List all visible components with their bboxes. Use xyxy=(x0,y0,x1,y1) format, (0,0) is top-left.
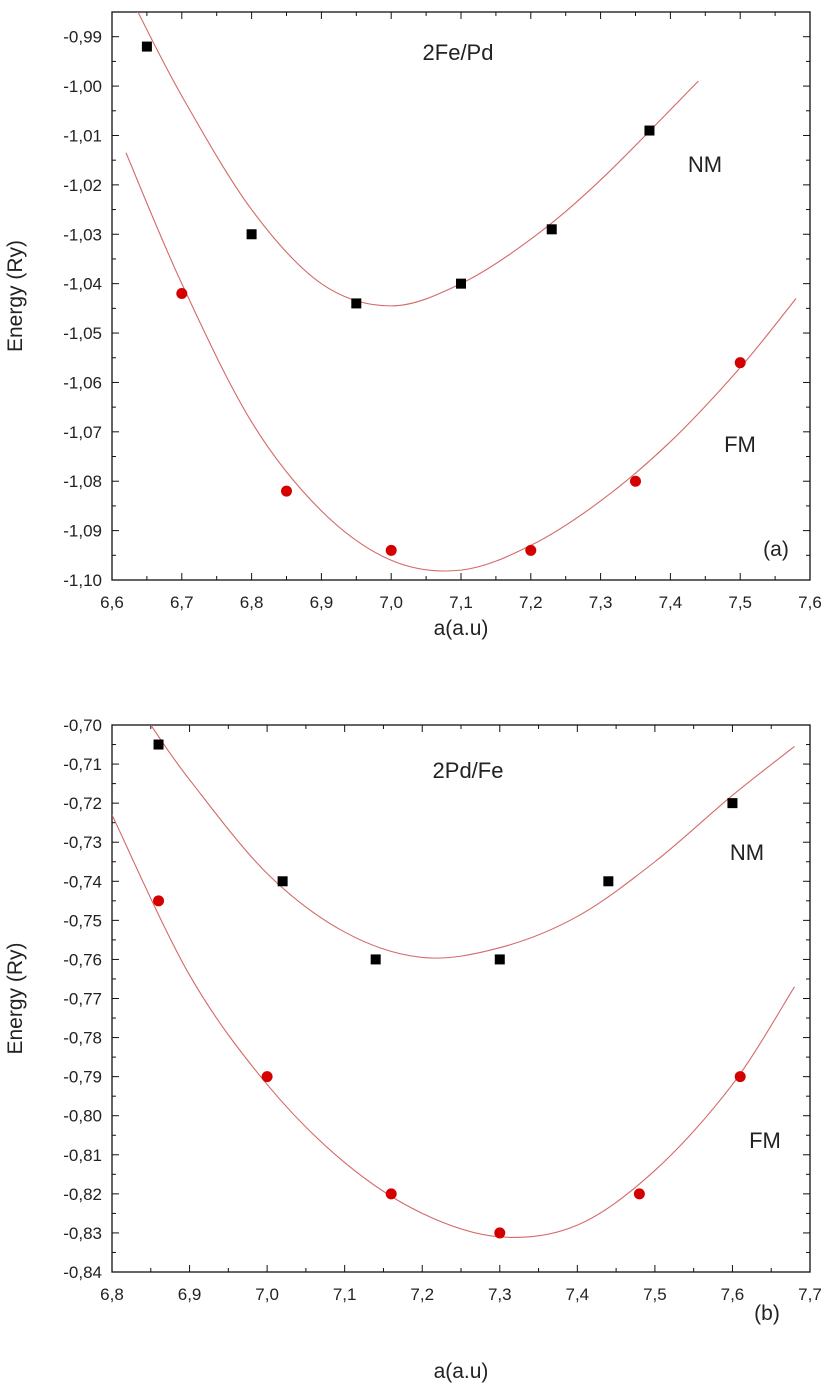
series-label-nm: NM xyxy=(730,840,764,865)
x-tick-label: 7,0 xyxy=(255,1285,279,1304)
data-point-fm xyxy=(734,1071,746,1083)
x-tick-label: 7,6 xyxy=(798,593,822,612)
x-tick-label: 7,5 xyxy=(643,1285,667,1304)
plot-frame xyxy=(111,724,811,1273)
y-axis-label: Energy (Ry) xyxy=(4,240,27,352)
x-tick-label: 7,2 xyxy=(410,1285,434,1304)
chart-panel-a: 6,6 6,7 6,8 6,9 7,0 7,1 7,2 7,3 7,4 7,5 7,6 -0,99 -1… xyxy=(4,11,822,640)
y-tick-label: -1,09 xyxy=(63,522,102,541)
y-tick-label: -0,74 xyxy=(63,872,102,891)
series-label-nm: NM xyxy=(688,152,722,177)
y-tick-label: -1,04 xyxy=(63,275,102,294)
data-point-nm xyxy=(546,224,557,235)
data-point-nm xyxy=(727,798,738,809)
x-tick-label: 7,3 xyxy=(589,593,613,612)
data-point-nm xyxy=(153,739,164,750)
series-label-fm: FM xyxy=(724,432,756,457)
data-point-nm xyxy=(141,41,152,52)
x-tick-label: 6,9 xyxy=(178,1285,202,1304)
x-tick-label: 6,8 xyxy=(100,1285,124,1304)
y-tick-label: -1,02 xyxy=(63,176,102,195)
fit-curve-fm xyxy=(125,152,797,572)
data-point-fm xyxy=(494,1227,506,1239)
plot-frame xyxy=(111,11,811,581)
y-tick-label: -0,80 xyxy=(63,1107,102,1126)
y-axis-label: Energy (Ry) xyxy=(4,942,27,1054)
chart-panel-b: 6,8 6,9 7,0 7,1 7,2 7,3 7,4 7,5 7,6 7,7 -0,70 -0,71… xyxy=(4,716,822,1383)
x-axis-label: a(a.u) xyxy=(434,617,489,640)
y-tick-label: -0,99 xyxy=(63,28,102,47)
x-tick-label: 7,5 xyxy=(728,593,752,612)
x-tick-label: 7,4 xyxy=(659,593,683,612)
panel-label: (b) xyxy=(754,1302,780,1325)
fit-curve-fm xyxy=(112,814,795,1238)
x-tick-label: 7,1 xyxy=(333,1285,357,1304)
data-point-fm xyxy=(385,544,397,556)
data-point-nm xyxy=(277,876,288,887)
y-tick-label: -0,76 xyxy=(63,950,102,969)
y-tick-label: -0,78 xyxy=(63,1029,102,1048)
y-tick-label: -1,10 xyxy=(63,571,102,590)
data-point-fm xyxy=(281,485,292,497)
data-point-nm xyxy=(370,954,381,965)
y-tick-label: -0,82 xyxy=(63,1185,102,1204)
y-tick-label: -0,72 xyxy=(63,794,102,813)
y-tick-label: -1,05 xyxy=(63,324,102,343)
fit-curve-nm xyxy=(150,725,795,959)
y-tick-label: -0,77 xyxy=(63,990,102,1009)
y-tick-label: -0,75 xyxy=(63,911,102,930)
x-tick-label: 7,4 xyxy=(566,1285,590,1304)
y-tick-label: -0,81 xyxy=(63,1146,102,1165)
y-tick-label: -1,08 xyxy=(63,472,102,491)
y-tick-label: -0,79 xyxy=(63,1068,102,1087)
y-tick-label: -1,06 xyxy=(63,373,102,392)
data-point-fm xyxy=(633,1188,645,1200)
x-tick-label: 7,3 xyxy=(488,1285,512,1304)
data-point-nm xyxy=(351,298,362,309)
data-point-nm xyxy=(246,229,257,240)
data-point-fm xyxy=(261,1071,273,1083)
x-tick-label: 7,6 xyxy=(721,1285,745,1304)
data-point-fm xyxy=(176,288,188,300)
series-label-fm: FM xyxy=(749,1128,781,1153)
data-point-fm xyxy=(630,475,641,487)
panel-label: (a) xyxy=(763,538,789,561)
y-tick-label: -0,84 xyxy=(63,1263,102,1282)
chart-annotation: 2Fe/Pd xyxy=(423,40,494,65)
y-tick-label: -0,73 xyxy=(63,833,102,852)
data-point-fm xyxy=(525,544,537,556)
x-axis-label: a(a.u) xyxy=(434,1360,489,1383)
data-point-fm xyxy=(734,357,746,369)
x-tick-label: 6,8 xyxy=(240,593,264,612)
data-point-fm xyxy=(153,895,165,907)
y-tick-label: -0,70 xyxy=(63,716,102,735)
x-tick-label: 7,2 xyxy=(519,593,543,612)
y-tick-label: -1,01 xyxy=(63,126,102,145)
data-point-nm xyxy=(603,876,614,887)
x-tick-label: 7,0 xyxy=(379,593,403,612)
x-tick-label: 6,7 xyxy=(170,593,194,612)
x-tick-label: 6,9 xyxy=(310,593,334,612)
data-point-nm xyxy=(644,125,655,136)
x-tick-label: 7,7 xyxy=(798,1285,822,1304)
x-tick-label: 6,6 xyxy=(100,593,124,612)
y-tick-label: -1,00 xyxy=(63,77,102,96)
y-tick-label: -0,71 xyxy=(63,755,102,774)
x-tick-label: 7,1 xyxy=(449,593,473,612)
y-tick-label: -0,83 xyxy=(63,1224,102,1243)
data-point-fm xyxy=(385,1188,397,1200)
y-tick-label: -1,07 xyxy=(63,423,102,442)
fit-curve-nm xyxy=(137,12,699,307)
y-tick-label: -1,03 xyxy=(63,225,102,244)
chart-annotation: 2Pd/Fe xyxy=(433,758,504,783)
data-point-nm xyxy=(456,278,466,289)
data-point-nm xyxy=(494,954,505,965)
